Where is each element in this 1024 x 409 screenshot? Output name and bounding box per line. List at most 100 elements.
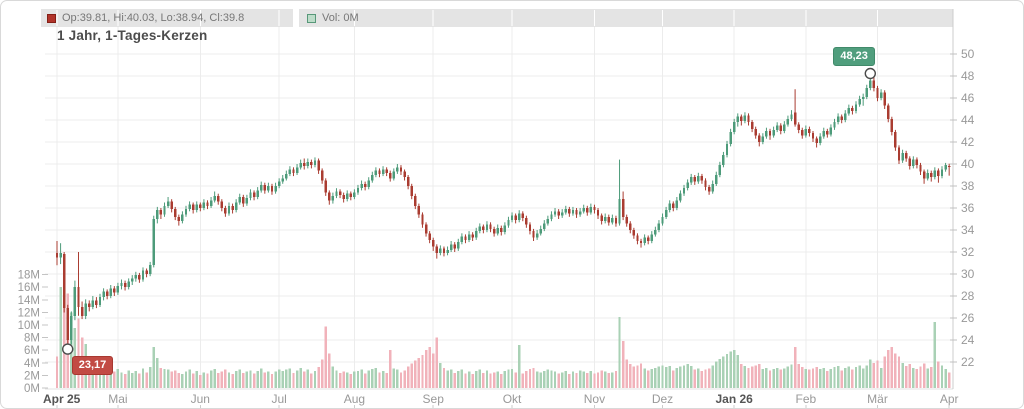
volume-bar xyxy=(528,369,532,388)
candle xyxy=(528,224,532,232)
volume-bar xyxy=(668,365,671,388)
candle xyxy=(378,170,381,174)
volume-bar xyxy=(740,364,743,388)
volume-bar xyxy=(822,367,825,388)
volume-bar xyxy=(324,326,327,388)
volume-bar xyxy=(62,274,66,388)
volume-bar xyxy=(385,372,388,388)
candle xyxy=(406,177,410,186)
volume-bar xyxy=(571,371,575,388)
month-label: Jul xyxy=(271,392,286,406)
candle xyxy=(245,198,249,204)
candle xyxy=(460,236,464,243)
volume-bar xyxy=(596,372,600,388)
volume-bar xyxy=(346,372,349,388)
volume-bar xyxy=(625,359,628,388)
candle xyxy=(446,249,449,254)
candle xyxy=(672,203,675,208)
volume-bar xyxy=(718,359,722,388)
candle xyxy=(356,188,360,193)
volume-bar xyxy=(858,365,861,388)
volume-bar xyxy=(607,372,610,388)
volume-bar xyxy=(553,371,557,388)
candle xyxy=(184,209,188,215)
candle xyxy=(188,204,191,210)
volume-bar xyxy=(940,365,944,388)
month-label: Mär xyxy=(867,392,888,406)
volume-bar xyxy=(371,369,374,388)
high-marker-circle xyxy=(864,67,876,80)
volume-series-swatch-icon xyxy=(307,13,316,23)
candle xyxy=(141,270,145,280)
candle xyxy=(775,125,779,130)
candle xyxy=(442,248,446,254)
candle xyxy=(457,242,460,249)
candle xyxy=(55,253,59,258)
volume-bar xyxy=(503,370,507,388)
volume-bar xyxy=(711,365,714,388)
volume-legend-label: Vol: 0M xyxy=(322,12,359,24)
volume-bar xyxy=(317,367,320,388)
volume-bar xyxy=(292,372,295,388)
candle xyxy=(113,288,116,293)
volume-bar xyxy=(475,370,478,388)
volume-bar xyxy=(879,367,883,388)
volume-bar xyxy=(482,372,485,388)
volume-bar xyxy=(141,368,145,388)
candle xyxy=(740,116,743,122)
volume-bar xyxy=(195,370,198,388)
volume-bar xyxy=(145,372,148,388)
candle xyxy=(632,230,636,236)
volume-bar xyxy=(697,368,700,388)
volume-bar xyxy=(492,372,496,388)
volume-bar xyxy=(399,372,403,388)
volume-bar xyxy=(439,362,442,388)
volume-tick-label: 14M xyxy=(18,295,40,307)
volume-bar xyxy=(349,374,353,388)
volume-bar xyxy=(177,372,181,388)
volume-bar xyxy=(786,366,790,388)
candle xyxy=(933,170,937,178)
month-label: Jun xyxy=(191,392,210,406)
volume-bar xyxy=(510,369,514,388)
volume-bar xyxy=(206,373,209,388)
volume-bar xyxy=(600,370,603,388)
volume-bar xyxy=(876,360,879,388)
candle xyxy=(138,275,141,280)
candle xyxy=(901,153,904,161)
candle xyxy=(349,193,353,197)
month-label: Jan 26 xyxy=(716,392,754,406)
volume-bar xyxy=(245,371,249,388)
volume-bar xyxy=(657,366,661,388)
candle xyxy=(732,122,736,133)
price-tick-label: 44 xyxy=(961,113,975,127)
candle xyxy=(403,171,406,178)
candle xyxy=(435,246,438,254)
volume-bar xyxy=(883,356,886,388)
candle xyxy=(371,175,374,181)
volume-bar xyxy=(170,371,173,388)
candle xyxy=(890,118,894,133)
candle xyxy=(836,116,840,123)
volume-bar xyxy=(213,369,216,388)
volume-bar xyxy=(804,369,808,388)
candle xyxy=(313,160,317,166)
volume-tick-label: 4M xyxy=(24,358,40,370)
candle xyxy=(84,303,87,316)
volume-bar xyxy=(105,370,109,388)
candle xyxy=(664,210,668,217)
volume-bar xyxy=(113,371,116,388)
volume-bar xyxy=(421,355,424,388)
volume-bar xyxy=(367,370,370,388)
candle xyxy=(360,183,363,189)
candle xyxy=(682,188,686,194)
volume-bar xyxy=(808,369,811,388)
candle xyxy=(772,129,775,136)
candle xyxy=(399,167,403,172)
volume-bar xyxy=(689,365,693,388)
volume-bar xyxy=(159,367,163,388)
volume-bar xyxy=(77,318,80,388)
candle xyxy=(338,191,342,195)
candle xyxy=(310,161,313,166)
